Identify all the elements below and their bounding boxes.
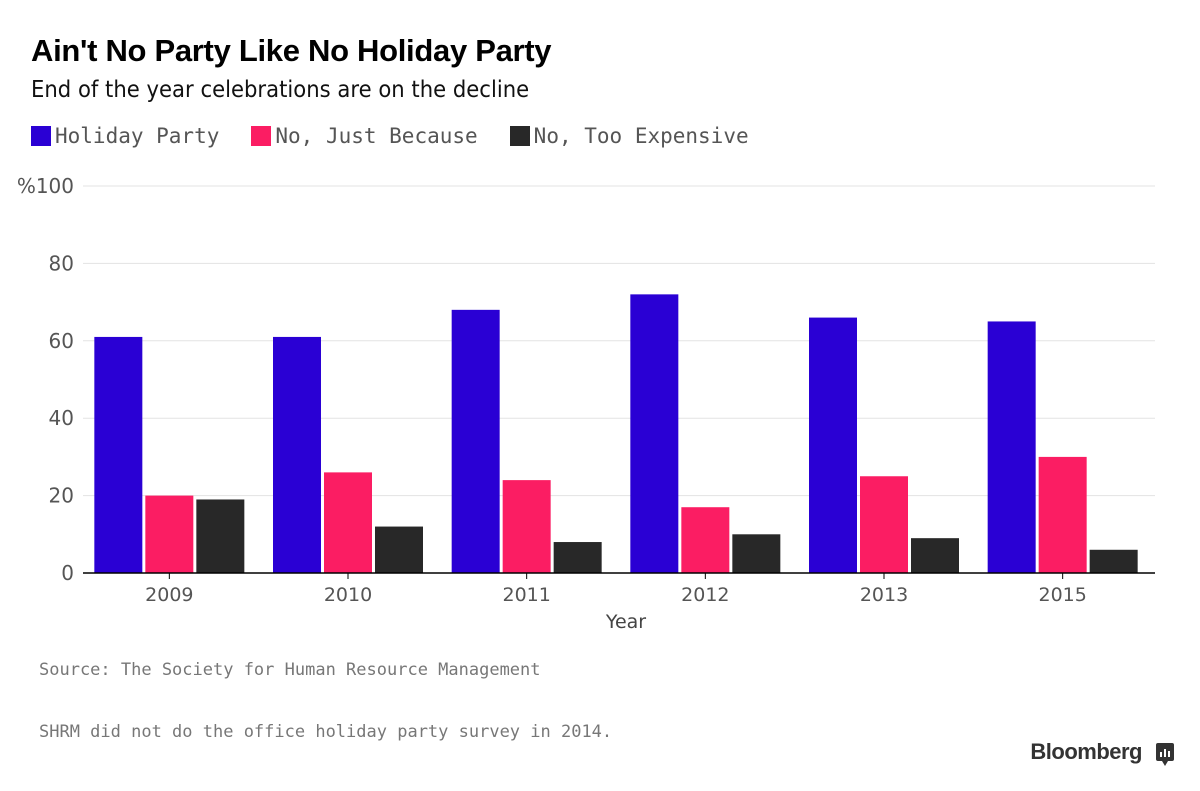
bar-holiday-party-2010 — [273, 336, 321, 573]
legend: Holiday Party No, Just Because No, Too E… — [31, 124, 781, 148]
bar-no-just-because-2011 — [502, 480, 551, 573]
bar-no-just-because-2013 — [860, 476, 908, 573]
x-axis-title: Year — [605, 611, 646, 633]
chart-subtitle: End of the year celebrations are on the … — [31, 77, 530, 103]
y-tick-label: 60 — [49, 329, 74, 353]
footnote: SHRM did not do the office holiday party… — [39, 722, 613, 742]
x-tick-label: 2011 — [502, 584, 550, 606]
bar-no-too-expensive-2011 — [553, 542, 602, 573]
x-tick-label: 2015 — [1038, 584, 1086, 606]
x-tick-label: 2013 — [860, 584, 908, 606]
bloomberg-chart-icon — [1156, 743, 1174, 766]
x-tick-label: 2012 — [681, 584, 729, 606]
legend-swatch — [31, 126, 51, 146]
y-tick-label: 20 — [49, 484, 74, 508]
legend-item-no-too-expensive: No, Too Expensive — [509, 124, 749, 148]
legend-item-no-just-because: No, Just Because — [251, 124, 478, 148]
chart-title: Ain't No Party Like No Holiday Party — [31, 33, 552, 68]
bar-holiday-party-2011 — [451, 309, 500, 573]
bar-no-just-because-2012 — [681, 507, 730, 573]
bloomberg-logo: Bloomberg — [1030, 739, 1142, 764]
bar-no-too-expensive-2015 — [1089, 549, 1138, 573]
bar-holiday-party-2009 — [94, 336, 143, 573]
x-axis: 2009 2010 2011 2012 2013 2015 — [83, 572, 1155, 606]
y-tick-label: 0 — [61, 561, 74, 585]
bar-no-too-expensive-2010 — [375, 526, 423, 573]
legend-swatch — [509, 126, 530, 146]
gridlines — [83, 185, 1155, 497]
y-tick-label: %100 — [17, 174, 74, 198]
legend-swatch — [251, 126, 272, 146]
bar-holiday-party-2015 — [987, 321, 1036, 573]
bars — [94, 294, 1138, 573]
bar-no-just-because-2015 — [1038, 456, 1087, 573]
bar-no-just-because-2010 — [324, 472, 372, 573]
y-tick-label: 80 — [49, 251, 74, 275]
legend-item-holiday-party: Holiday Party — [31, 124, 219, 148]
source-note: Source: The Society for Human Resource M… — [39, 660, 541, 680]
legend-label: Holiday Party — [55, 124, 220, 148]
bar-no-just-because-2009 — [145, 495, 194, 573]
legend-label: No, Just Because — [275, 124, 478, 148]
x-tick-label: 2010 — [324, 584, 372, 606]
bar-holiday-party-2013 — [809, 317, 857, 573]
bar-no-too-expensive-2013 — [911, 538, 959, 573]
x-tick-label: 2009 — [145, 584, 193, 606]
bar-chart: 0 20 40 60 80 %100 2009 2010 2011 2012 2013 2015 Y… — [17, 174, 1155, 633]
legend-label: No, Too Expensive — [533, 124, 749, 148]
bar-holiday-party-2012 — [630, 294, 679, 573]
y-axis-ticks: 0 20 40 60 80 %100 — [17, 174, 74, 585]
y-tick-label: 40 — [49, 406, 74, 430]
bar-no-too-expensive-2009 — [196, 499, 245, 573]
bar-no-too-expensive-2012 — [732, 534, 781, 573]
